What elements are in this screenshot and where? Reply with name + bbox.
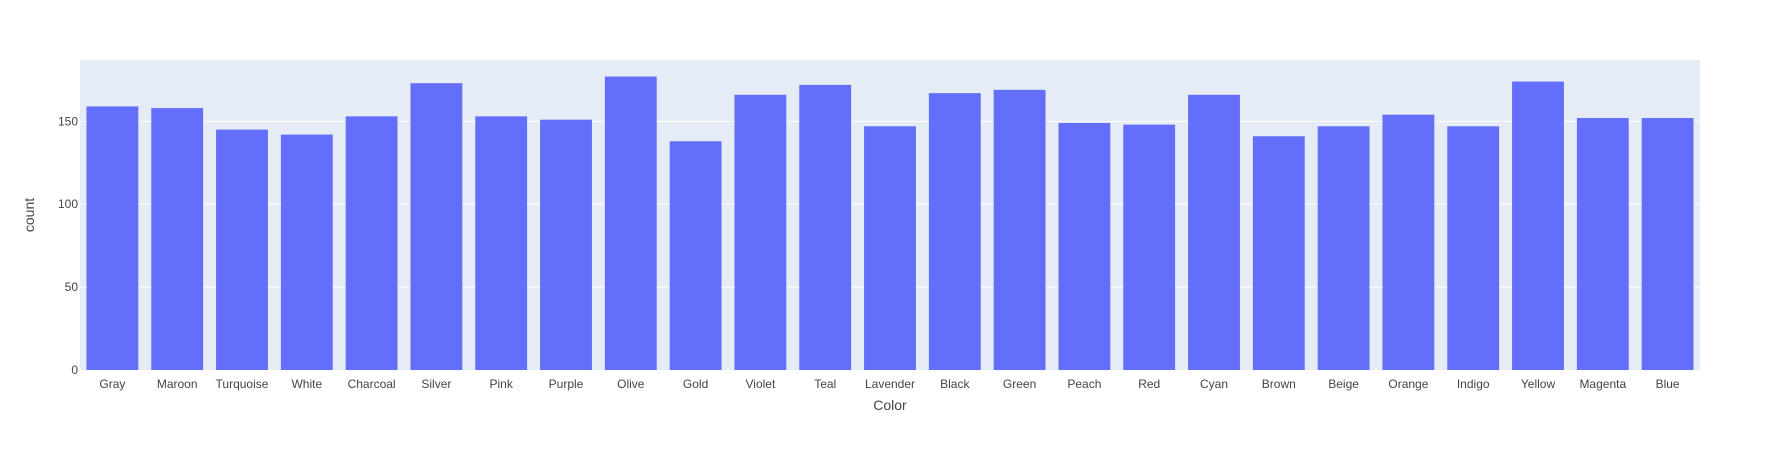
bar-beige[interactable] <box>1317 126 1370 371</box>
bar-maroon[interactable] <box>151 108 204 371</box>
bar-blue[interactable] <box>1641 118 1694 370</box>
x-tick-label: White <box>291 377 322 391</box>
x-axis-title: Color <box>873 397 907 413</box>
bar-indigo[interactable] <box>1447 126 1500 371</box>
bar-gold[interactable] <box>669 141 722 370</box>
x-tick-label: Blue <box>1656 377 1680 391</box>
bar-teal[interactable] <box>799 84 852 371</box>
y-tick-label: 0 <box>71 363 78 377</box>
bars <box>86 76 1694 371</box>
bar-charcoal[interactable] <box>345 116 398 370</box>
x-tick-label: Pink <box>490 377 514 391</box>
bar-violet[interactable] <box>734 94 787 370</box>
bar-silver[interactable] <box>410 83 463 370</box>
x-tick-label: Olive <box>617 377 645 391</box>
bar-orange[interactable] <box>1382 114 1435 371</box>
bar-pink[interactable] <box>475 116 528 370</box>
bar-cyan[interactable] <box>1188 94 1240 370</box>
bar-olive[interactable] <box>604 76 657 370</box>
x-tick-label: Magenta <box>1579 377 1626 391</box>
x-tick-label: Violet <box>745 377 775 391</box>
y-axis-ticks: 0 50 100 150 <box>58 114 78 377</box>
bar-red[interactable] <box>1123 124 1176 370</box>
x-tick-label: Lavender <box>865 377 915 391</box>
x-tick-label: Peach <box>1067 377 1101 391</box>
x-tick-label: Orange <box>1388 377 1428 391</box>
bar-peach[interactable] <box>1058 122 1111 370</box>
x-tick-label: Purple <box>549 377 584 391</box>
x-tick-label: Yellow <box>1521 377 1556 391</box>
x-tick-label: Red <box>1138 377 1160 391</box>
x-tick-label: Gray <box>99 377 125 391</box>
bar-yellow[interactable] <box>1512 81 1564 370</box>
bar-magenta[interactable] <box>1576 118 1629 370</box>
x-tick-label: Silver <box>421 377 451 391</box>
x-tick-label: Gold <box>683 377 708 391</box>
y-tick-label: 150 <box>58 114 78 128</box>
bar-brown[interactable] <box>1252 136 1305 370</box>
x-tick-label: Black <box>940 377 970 391</box>
bar-turquoise[interactable] <box>216 129 268 370</box>
x-tick-label: Turquoise <box>216 377 269 391</box>
x-tick-label: Maroon <box>157 377 198 391</box>
y-axis-title: count <box>21 198 37 232</box>
y-tick-label: 50 <box>65 280 79 294</box>
bar-black[interactable] <box>928 93 981 370</box>
x-tick-label: Charcoal <box>348 377 396 391</box>
bar-white[interactable] <box>280 134 333 370</box>
bar-lavender[interactable] <box>864 126 916 371</box>
bar-purple[interactable] <box>540 119 592 371</box>
x-tick-label: Cyan <box>1200 377 1228 391</box>
bar-gray[interactable] <box>86 106 139 370</box>
x-tick-label: Brown <box>1262 377 1296 391</box>
x-tick-label: Indigo <box>1457 377 1490 391</box>
x-tick-label: Beige <box>1328 377 1359 391</box>
x-tick-label: Green <box>1003 377 1036 391</box>
x-axis-ticks: Gray Maroon Turquoise White Charcoal Silver Pi… <box>99 377 1680 391</box>
bar-green[interactable] <box>993 89 1046 370</box>
x-tick-label: Teal <box>814 377 836 391</box>
y-tick-label: 100 <box>58 197 78 211</box>
